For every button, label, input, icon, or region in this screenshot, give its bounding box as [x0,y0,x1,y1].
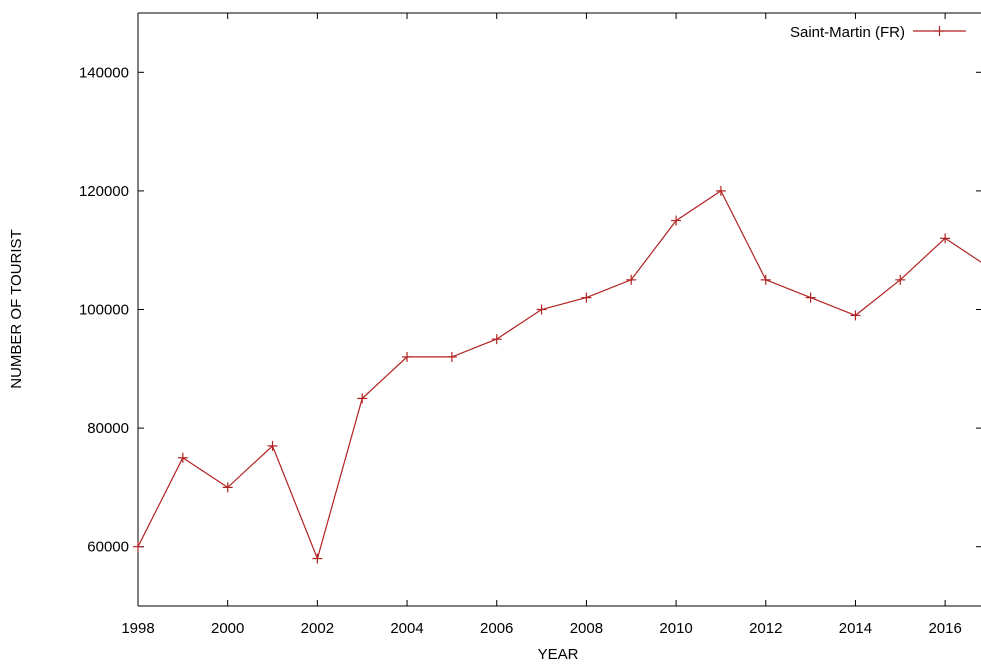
x-tick-label: 2004 [390,620,423,637]
data-point-marker [357,393,368,404]
x-tick-label: 1998 [121,620,154,637]
data-point-marker [671,215,682,226]
series-layer [133,185,981,564]
data-point-marker [760,274,771,285]
y-tick-label: 80000 [87,420,129,437]
data-point-marker [177,452,188,463]
data-point-marker [940,233,951,244]
x-axis-title: YEAR [538,646,579,663]
data-point-marker [850,310,861,321]
x-tick-label: 2012 [749,620,782,637]
x-tick-label: 2010 [659,620,692,637]
x-tick-label: 2014 [839,620,872,637]
y-tick-label: 100000 [79,302,129,319]
data-point-marker [536,304,547,315]
x-tick-label: 2000 [211,620,244,637]
y-tick-label: 120000 [79,183,129,200]
series-line [137,190,981,561]
data-point-marker [446,351,457,362]
y-axis-title: NUMBER OF TOURIST [8,229,25,388]
data-point-marker [402,351,413,362]
data-point-marker [715,185,726,196]
data-point-marker [626,274,637,285]
data-point-marker [895,274,906,285]
axis-ticks [137,13,981,606]
axis-tick-labels: 1998 2000 2002 2004 2006 2008 2010 2012 2014 2016… [79,64,962,637]
data-point-marker [805,292,816,303]
data-point-marker [491,334,502,345]
x-tick-label: 2002 [301,620,334,637]
data-point-marker [267,440,278,451]
legend-label: Saint-Martin (FR) [790,24,905,41]
y-tick-label: 60000 [87,539,129,556]
x-tick-label: 2016 [928,620,961,637]
data-point-marker [581,292,592,303]
x-tick-label: 2008 [570,620,603,637]
legend-marker [934,26,945,36]
plot-frame [137,12,981,607]
data-point-marker [312,553,323,564]
legend: Saint-Martin (FR) [790,24,966,41]
data-point-marker [222,482,233,493]
y-tick-label: 140000 [79,64,129,81]
x-tick-label: 2006 [480,620,513,637]
data-point-marker [133,541,143,552]
